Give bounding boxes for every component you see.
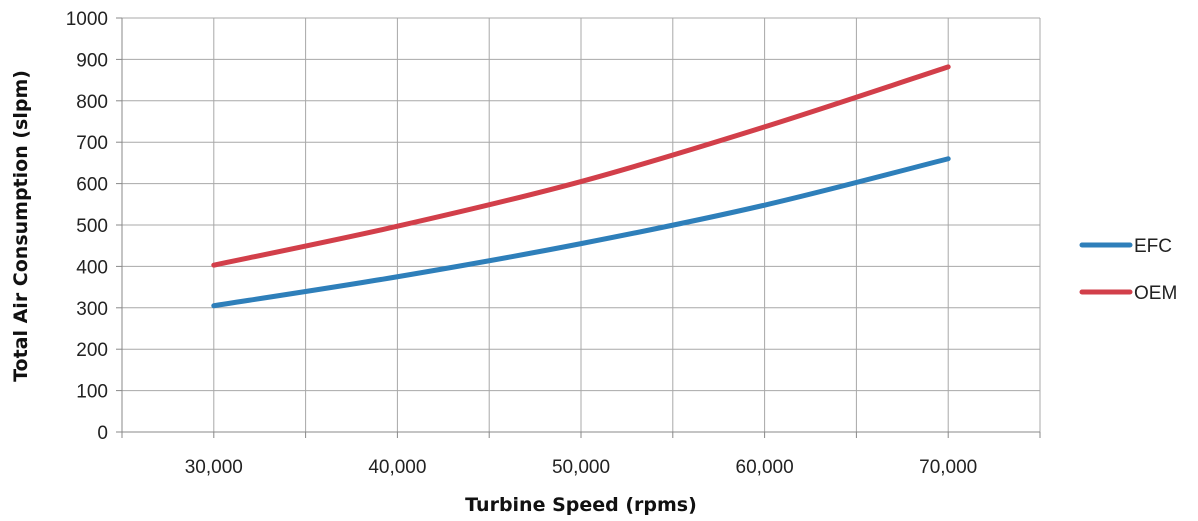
y-tick-label: 1000	[66, 9, 108, 30]
x-axis-title: Turbine Speed (rpms)	[465, 494, 697, 516]
legend: EFC OEM	[1079, 236, 1177, 304]
x-tick-labels: 30,000 40,000 50,000 60,000 70,000	[185, 457, 978, 478]
y-tick-label: 600	[76, 175, 108, 196]
series-lines	[211, 64, 951, 309]
series-line-oem	[211, 64, 951, 268]
legend-label-oem: OEM	[1134, 283, 1177, 304]
y-tick-label: 700	[76, 133, 108, 154]
y-tick-label: 500	[76, 216, 108, 237]
y-tick-labels: 0 100 200 300 400 500 600 700 800 900 1000	[66, 9, 108, 444]
y-tick-label: 0	[97, 423, 108, 444]
legend-label-efc: EFC	[1134, 236, 1172, 257]
y-tick-label: 800	[76, 92, 108, 113]
y-tick-label: 200	[76, 340, 108, 361]
series-line-efc	[211, 156, 951, 309]
x-tick-label: 50,000	[552, 457, 610, 478]
y-tick-label: 100	[76, 382, 108, 403]
x-tick-label: 40,000	[368, 457, 426, 478]
x-tick-label: 60,000	[736, 457, 794, 478]
y-axis-title: Total Air Consumption (slpm)	[10, 70, 32, 382]
x-tick-label: 70,000	[919, 457, 977, 478]
x-tick-label: 30,000	[185, 457, 243, 478]
y-tick-label: 400	[76, 257, 108, 278]
y-tick-label: 900	[76, 50, 108, 71]
y-tick-label: 300	[76, 299, 108, 320]
axes	[116, 17, 1041, 438]
